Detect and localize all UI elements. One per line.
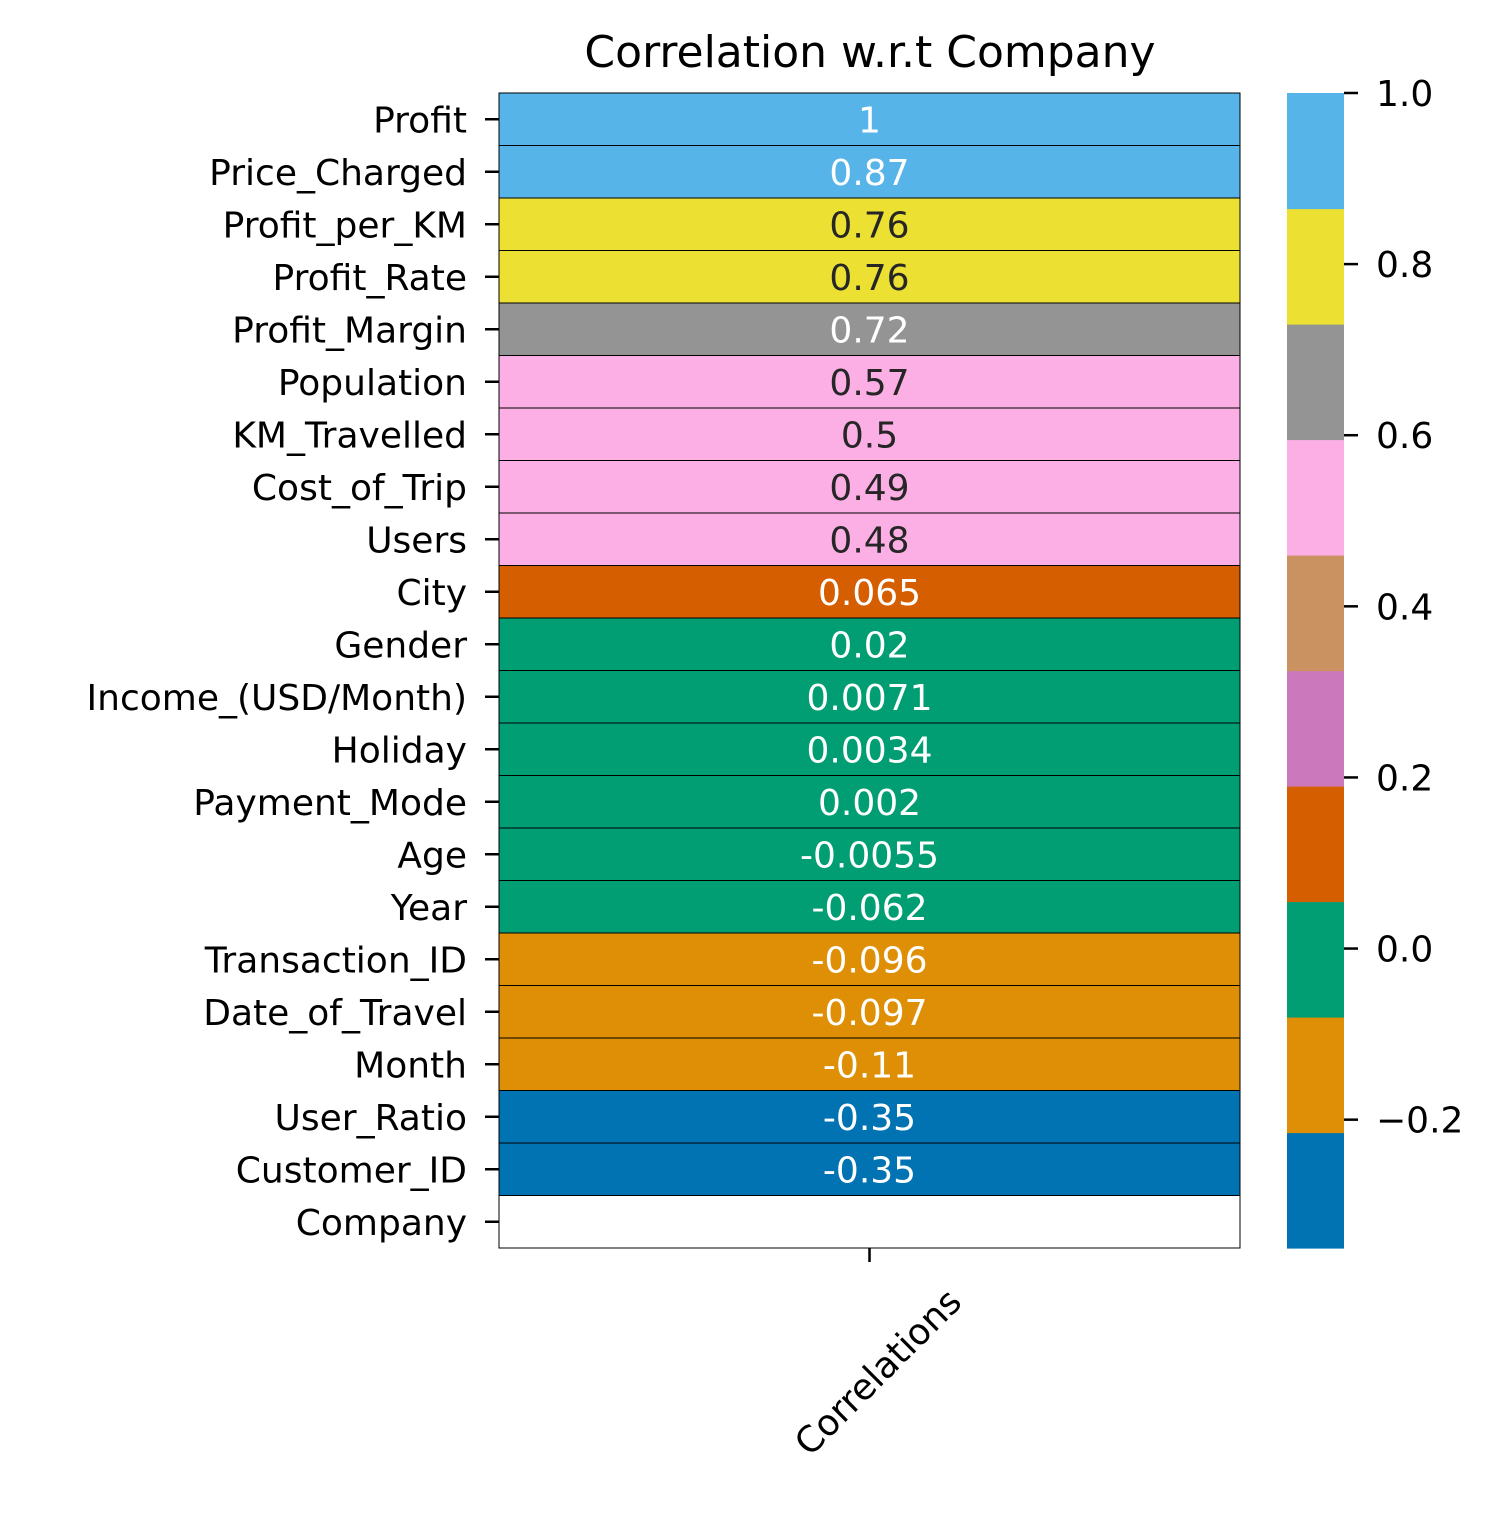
- cell-annotation: -0.11: [823, 1045, 916, 1086]
- heatmap-cell: [498, 250, 1241, 304]
- cell-annotation: 0.065: [818, 573, 921, 614]
- colorbar-segment: [1287, 439, 1344, 556]
- heatmap-cell: [498, 932, 1241, 986]
- y-tick-label: Profit_per_KM: [223, 205, 467, 246]
- y-tick-label: Holiday: [332, 730, 467, 771]
- y-tick-label: KM_Travelled: [232, 415, 467, 456]
- heatmap-cells: [498, 92, 1241, 1249]
- heatmap-cell: [498, 1037, 1241, 1091]
- cell-annotation: 0.76: [829, 258, 909, 299]
- colorbar-tick-label: −0.2: [1376, 1101, 1463, 1142]
- heatmap-cell: [498, 722, 1241, 776]
- colorbar-segment: [1287, 901, 1344, 1018]
- colorbar-tick-label: 0.4: [1376, 587, 1433, 628]
- heatmap-cell: [498, 355, 1241, 409]
- cell-annotation: 0.02: [829, 625, 909, 666]
- cell-annotation: -0.35: [823, 1150, 916, 1191]
- cell-annotation: -0.097: [811, 993, 927, 1034]
- chart-title: Correlation w.r.t Company: [584, 27, 1155, 78]
- cell-annotation: 0.0034: [807, 730, 933, 771]
- colorbar-segment: [1287, 93, 1344, 210]
- cell-annotation: 0.002: [818, 783, 921, 824]
- colorbar-segment: [1287, 786, 1344, 903]
- colorbar-tick-label: 0.2: [1376, 758, 1433, 799]
- colorbar-segment: [1287, 1132, 1344, 1249]
- y-tick-label: Date_of_Travel: [203, 993, 467, 1034]
- heatmap-cell: [498, 827, 1241, 881]
- y-tick-label: User_Ratio: [275, 1098, 467, 1139]
- cell-annotation: 0.87: [829, 153, 909, 194]
- y-tick-label: Gender: [334, 625, 467, 666]
- heatmap-cell: [498, 92, 1241, 146]
- heatmap-cell: [498, 1142, 1241, 1196]
- heatmap-cell: [498, 775, 1241, 829]
- y-tick-label: Users: [366, 520, 467, 561]
- colorbar-tick-label: 0.0: [1376, 930, 1433, 971]
- y-tick-label: Month: [354, 1045, 467, 1086]
- y-tick-label: City: [396, 573, 467, 614]
- colorbar-segment: [1287, 555, 1344, 672]
- x-axis: Correlations: [787, 1248, 970, 1464]
- y-tick-label: Profit_Rate: [273, 258, 467, 299]
- colorbar-segment: [1287, 324, 1344, 441]
- y-tick-label: Income_(USD/Month): [87, 678, 467, 719]
- y-tick-label: Profit: [373, 100, 467, 141]
- heatmap-cell: [498, 1090, 1241, 1144]
- y-tick-label: Payment_Mode: [193, 783, 467, 824]
- y-tick-label: Population: [278, 363, 467, 404]
- colorbar-segment: [1287, 208, 1344, 325]
- heatmap-cell: [498, 670, 1241, 724]
- y-tick-label: Year: [390, 888, 467, 929]
- colorbar-tick-label: 0.8: [1376, 245, 1433, 286]
- heatmap-cell: [498, 302, 1241, 356]
- heatmap-cell: [498, 1195, 1241, 1249]
- cell-annotation: -0.35: [823, 1098, 916, 1139]
- heatmap-cell: [498, 565, 1241, 619]
- y-tick-label: Age: [397, 835, 467, 876]
- heatmap-cell: [498, 145, 1241, 199]
- cell-annotation: 0.48: [829, 520, 909, 561]
- colorbar-tick-label: 0.6: [1376, 416, 1433, 457]
- cell-annotation: -0.0055: [800, 835, 939, 876]
- cell-annotation: -0.096: [811, 940, 927, 981]
- y-tick-label: Profit_Margin: [232, 310, 467, 351]
- heatmap-cell: [498, 197, 1241, 251]
- cell-annotation: 0.72: [829, 310, 909, 351]
- y-tick-label: Customer_ID: [236, 1150, 467, 1191]
- y-tick-label: Cost_of_Trip: [252, 468, 467, 509]
- y-tick-label: Price_Charged: [209, 153, 467, 194]
- colorbar-segment: [1287, 1017, 1344, 1134]
- cell-annotation: -0.062: [811, 888, 927, 929]
- cell-annotation: 0.76: [829, 205, 909, 246]
- cell-annotation: 1: [858, 100, 881, 141]
- cell-annotation: 0.5: [841, 415, 898, 456]
- cell-annotation: 0.57: [829, 363, 909, 404]
- row-labels: Profit Price_Charged Profit_per_KM Profit_R…: [87, 100, 499, 1244]
- cell-annotation: 0.49: [829, 468, 909, 509]
- colorbar-segment: [1287, 670, 1344, 787]
- colorbar: −0.2 0.0 0.2 0.4 0.6 0.8 1.0: [1287, 74, 1463, 1249]
- cell-annotation: 0.0071: [807, 678, 933, 719]
- y-tick-label: Transaction_ID: [204, 940, 467, 981]
- y-tick-label: Company: [296, 1203, 467, 1244]
- x-tick-label: Correlations: [787, 1281, 970, 1464]
- cell-annotations: 1 0.87 0.76 0.76 0.72 0.57 0.5 0.49 0.48 0.065 0.0…: [800, 100, 939, 1191]
- colorbar-tick-label: 1.0: [1376, 74, 1433, 115]
